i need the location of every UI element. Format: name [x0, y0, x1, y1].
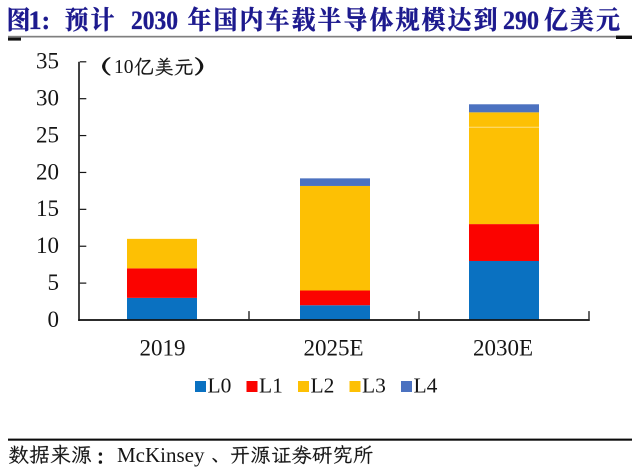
svg-text:10: 10	[36, 233, 59, 258]
svg-text:1:: 1:	[29, 6, 51, 35]
svg-text:2030: 2030	[131, 6, 178, 35]
svg-text:L1: L1	[259, 374, 283, 398]
svg-text:25: 25	[36, 122, 59, 147]
svg-text:5: 5	[48, 270, 60, 295]
svg-text:L2: L2	[311, 374, 335, 398]
svg-text:10: 10	[114, 57, 134, 78]
svg-text:McKinsey: McKinsey	[117, 443, 205, 467]
svg-text:2030E: 2030E	[473, 336, 533, 361]
svg-text:2025E: 2025E	[303, 336, 363, 361]
svg-text:0: 0	[48, 307, 60, 332]
svg-text:15: 15	[36, 196, 59, 221]
svg-text:30: 30	[36, 86, 59, 111]
svg-text:20: 20	[36, 159, 59, 184]
svg-text:2019: 2019	[140, 336, 186, 361]
svg-text:L4: L4	[414, 374, 438, 398]
svg-text:L3: L3	[362, 374, 386, 398]
svg-text:L0: L0	[208, 374, 232, 398]
svg-text:290: 290	[503, 6, 539, 35]
svg-text:35: 35	[36, 49, 59, 74]
